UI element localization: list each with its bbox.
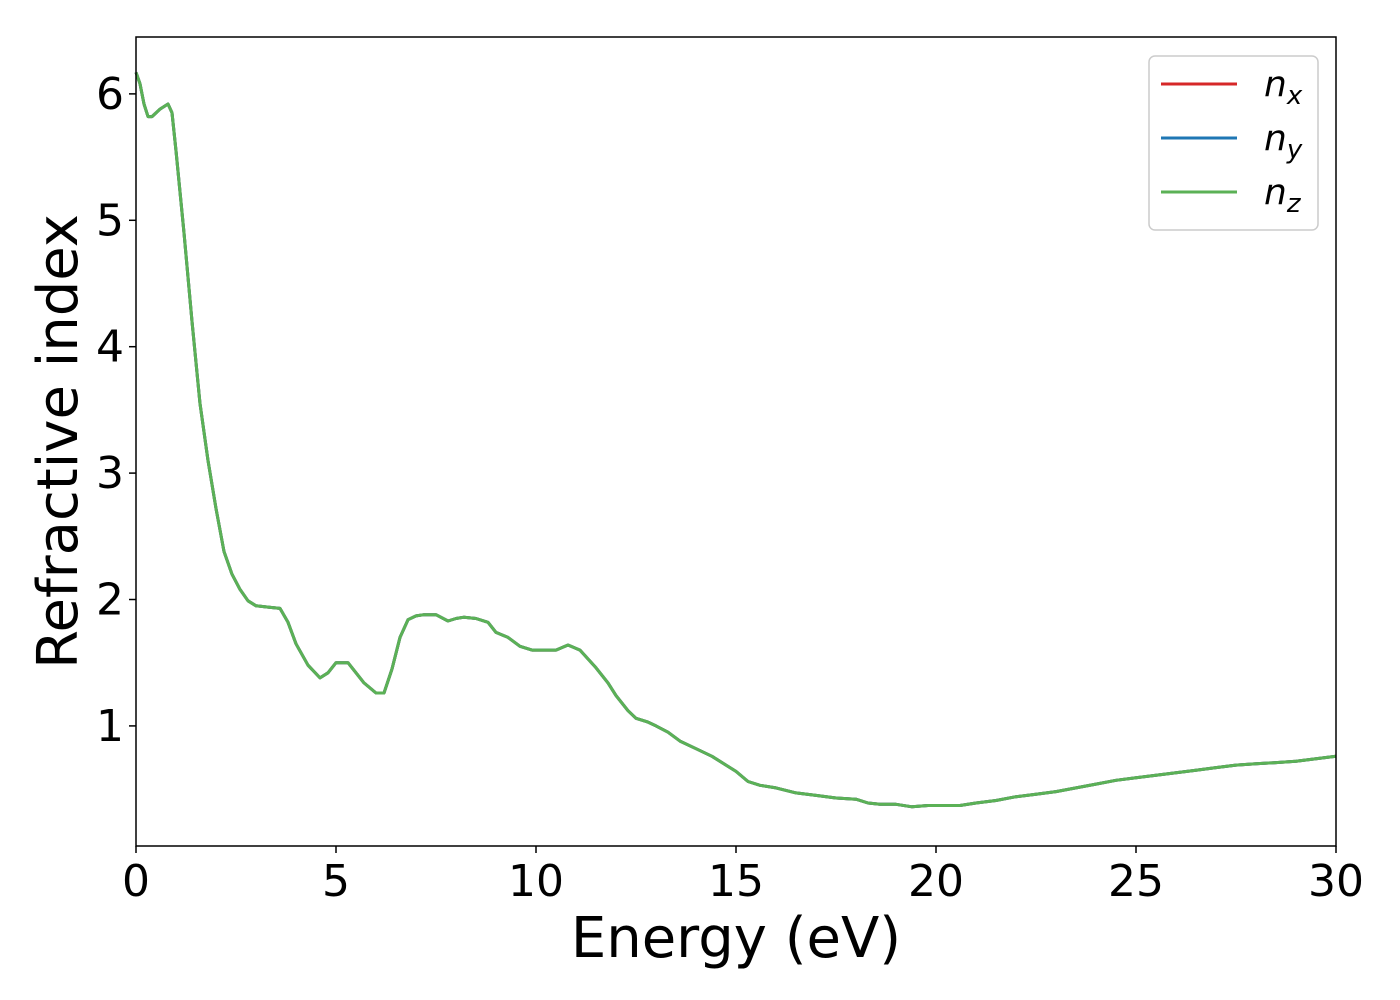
series-layer <box>134 71 1337 809</box>
x-tick-label: 30 <box>1308 856 1364 907</box>
x-tick-label: 25 <box>1108 856 1164 907</box>
x-tick-label: 10 <box>508 856 564 907</box>
x-tick-label: 0 <box>122 856 150 907</box>
x-tick-label: 15 <box>708 856 764 907</box>
series-line-n-z <box>134 71 1337 809</box>
x-tick-label: 20 <box>908 856 964 907</box>
y-tick-label: 3 <box>96 448 124 499</box>
y-tick-label: 6 <box>96 69 124 120</box>
x-axis-ticks: 0 5 10 15 20 25 30 <box>122 846 1364 907</box>
x-tick-label: 5 <box>322 856 350 907</box>
legend-label: nx <box>1264 64 1303 111</box>
y-tick-label: 5 <box>96 195 124 246</box>
legend-label: ny <box>1264 118 1303 165</box>
legend-box <box>1148 55 1319 231</box>
x-axis-title: Energy (eV) <box>571 906 901 971</box>
y-axis-ticks: 1 2 3 4 5 6 <box>96 69 136 752</box>
legend: nx ny nz <box>1148 55 1319 231</box>
y-tick-label: 1 <box>96 701 124 752</box>
y-axis-title: Refractive index <box>26 214 91 669</box>
legend-label: nz <box>1264 172 1302 219</box>
y-tick-label: 4 <box>96 322 124 373</box>
y-tick-label: 2 <box>96 575 124 626</box>
